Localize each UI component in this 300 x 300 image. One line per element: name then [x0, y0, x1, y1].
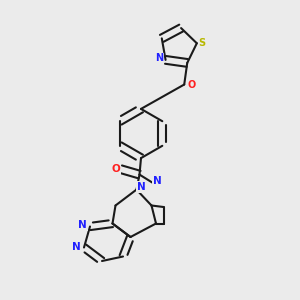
- Text: N: N: [155, 53, 164, 63]
- Text: N: N: [152, 176, 161, 186]
- Text: N: N: [136, 182, 146, 192]
- Text: N: N: [72, 242, 81, 253]
- Text: S: S: [199, 38, 206, 48]
- Text: O: O: [188, 80, 196, 89]
- Text: O: O: [111, 164, 120, 174]
- Text: N: N: [78, 220, 87, 230]
